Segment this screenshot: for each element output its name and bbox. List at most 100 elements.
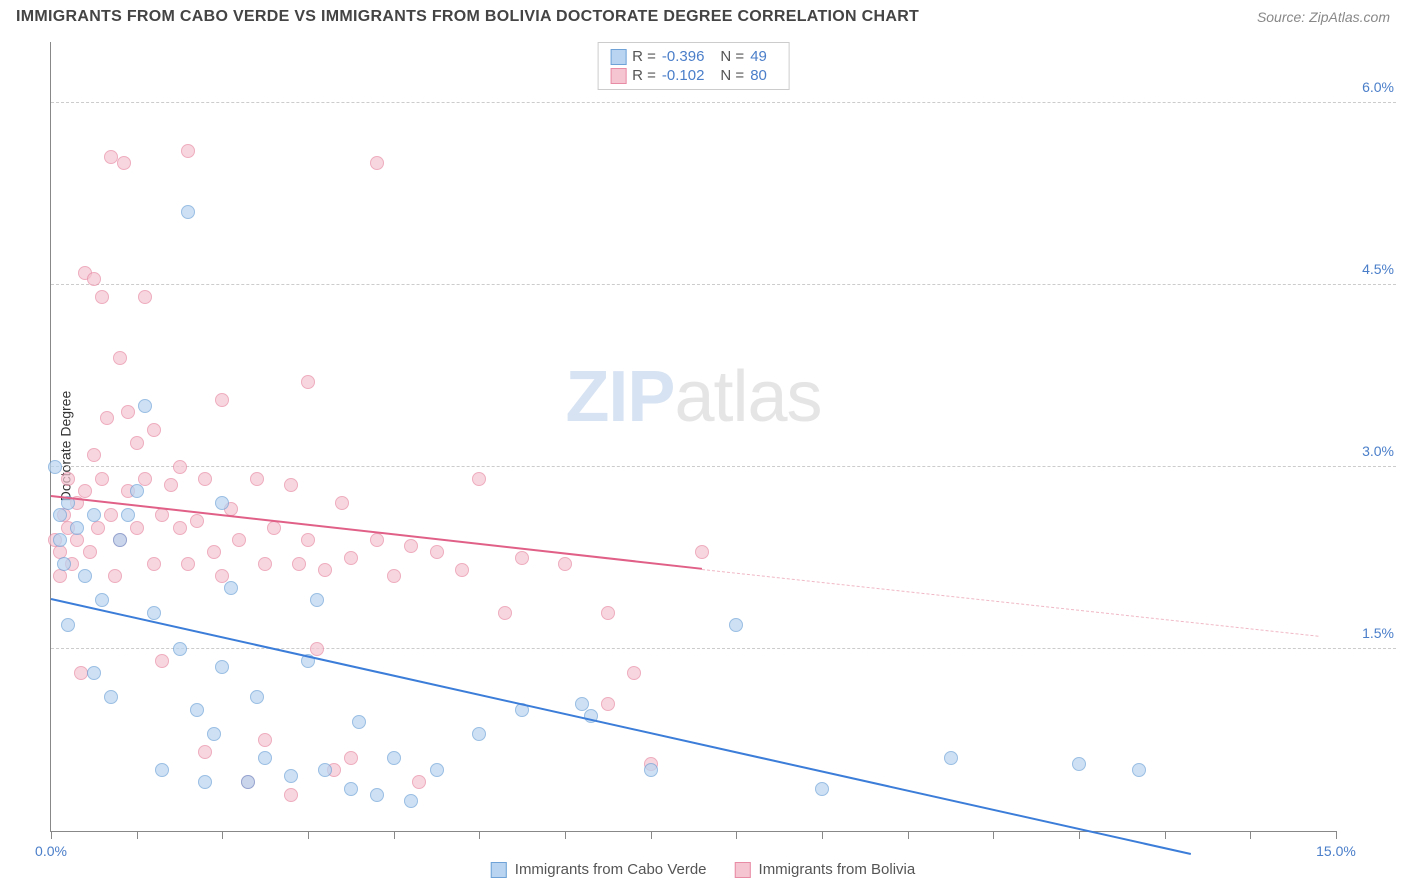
gridline (51, 648, 1396, 649)
data-point-bolivia (181, 144, 195, 158)
data-point-bolivia (310, 642, 324, 656)
x-tick (308, 831, 309, 839)
data-point-bolivia (627, 666, 641, 680)
swatch-bolivia (735, 862, 751, 878)
data-point-cabo-verde (318, 763, 332, 777)
x-tick (1336, 831, 1337, 839)
data-point-bolivia (155, 654, 169, 668)
x-tick-label: 0.0% (35, 843, 67, 859)
data-point-bolivia (301, 375, 315, 389)
data-point-cabo-verde (250, 690, 264, 704)
legend-item-cabo-verde: Immigrants from Cabo Verde (491, 861, 707, 878)
data-point-cabo-verde (78, 569, 92, 583)
chart-title: IMMIGRANTS FROM CABO VERDE VS IMMIGRANTS… (16, 8, 919, 26)
data-point-bolivia (207, 545, 221, 559)
data-point-bolivia (318, 563, 332, 577)
x-tick (736, 831, 737, 839)
data-point-bolivia (91, 521, 105, 535)
data-point-bolivia (267, 521, 281, 535)
data-point-cabo-verde (87, 666, 101, 680)
data-point-cabo-verde (644, 763, 658, 777)
data-point-cabo-verde (53, 508, 67, 522)
data-point-cabo-verde (215, 660, 229, 674)
y-tick-label: 3.0% (1362, 443, 1394, 459)
data-point-bolivia (190, 514, 204, 528)
data-point-bolivia (344, 751, 358, 765)
data-point-bolivia (147, 557, 161, 571)
data-point-bolivia (138, 290, 152, 304)
swatch-cabo-verde (610, 49, 626, 65)
data-point-bolivia (258, 733, 272, 747)
x-tick (908, 831, 909, 839)
data-point-cabo-verde (815, 782, 829, 796)
data-point-cabo-verde (215, 496, 229, 510)
data-point-cabo-verde (198, 775, 212, 789)
y-tick-label: 4.5% (1362, 261, 1394, 277)
swatch-cabo-verde (491, 862, 507, 878)
data-point-bolivia (215, 393, 229, 407)
data-point-bolivia (87, 272, 101, 286)
data-point-bolivia (387, 569, 401, 583)
data-point-cabo-verde (95, 593, 109, 607)
data-point-bolivia (695, 545, 709, 559)
data-point-bolivia (335, 496, 349, 510)
data-point-cabo-verde (944, 751, 958, 765)
data-point-bolivia (601, 606, 615, 620)
data-point-cabo-verde (70, 521, 84, 535)
data-point-cabo-verde (147, 606, 161, 620)
series-legend: Immigrants from Cabo Verde Immigrants fr… (491, 861, 915, 878)
data-point-bolivia (78, 484, 92, 498)
data-point-bolivia (198, 745, 212, 759)
x-tick (565, 831, 566, 839)
source-attribution: Source: ZipAtlas.com (1257, 9, 1390, 25)
data-point-cabo-verde (57, 557, 71, 571)
correlation-legend: R = -0.396 N = 49 R = -0.102 N = 80 (597, 42, 790, 90)
x-tick (1165, 831, 1166, 839)
data-point-cabo-verde (130, 484, 144, 498)
x-tick-label: 15.0% (1316, 843, 1356, 859)
data-point-bolivia (100, 411, 114, 425)
data-point-bolivia (404, 539, 418, 553)
gridline (51, 284, 1396, 285)
data-point-bolivia (301, 533, 315, 547)
data-point-bolivia (95, 290, 109, 304)
x-tick (993, 831, 994, 839)
data-point-bolivia (121, 405, 135, 419)
data-point-bolivia (370, 533, 384, 547)
data-point-bolivia (198, 472, 212, 486)
data-point-bolivia (53, 569, 67, 583)
data-point-cabo-verde (155, 763, 169, 777)
data-point-bolivia (130, 521, 144, 535)
data-point-cabo-verde (472, 727, 486, 741)
watermark: ZIPatlas (565, 356, 821, 438)
data-point-bolivia (155, 508, 169, 522)
swatch-bolivia (610, 68, 626, 84)
scatter-plot-area: ZIPatlas R = -0.396 N = 49 R = -0.102 N … (50, 42, 1336, 832)
gridline (51, 102, 1396, 103)
data-point-cabo-verde (207, 727, 221, 741)
trendline-bolivia-extrapolated (702, 569, 1319, 637)
data-point-cabo-verde (181, 205, 195, 219)
data-point-cabo-verde (310, 593, 324, 607)
data-point-bolivia (70, 533, 84, 547)
x-tick (137, 831, 138, 839)
data-point-cabo-verde (387, 751, 401, 765)
data-point-cabo-verde (1132, 763, 1146, 777)
y-tick-label: 6.0% (1362, 79, 1394, 95)
data-point-bolivia (284, 788, 298, 802)
data-point-bolivia (430, 545, 444, 559)
data-point-bolivia (250, 472, 264, 486)
data-point-cabo-verde (241, 775, 255, 789)
data-point-cabo-verde (1072, 757, 1086, 771)
data-point-cabo-verde (48, 460, 62, 474)
data-point-cabo-verde (190, 703, 204, 717)
data-point-bolivia (292, 557, 306, 571)
x-tick (394, 831, 395, 839)
x-tick (222, 831, 223, 839)
data-point-cabo-verde (53, 533, 67, 547)
data-point-bolivia (498, 606, 512, 620)
data-point-bolivia (370, 156, 384, 170)
data-point-bolivia (284, 478, 298, 492)
x-tick (51, 831, 52, 839)
x-tick (651, 831, 652, 839)
